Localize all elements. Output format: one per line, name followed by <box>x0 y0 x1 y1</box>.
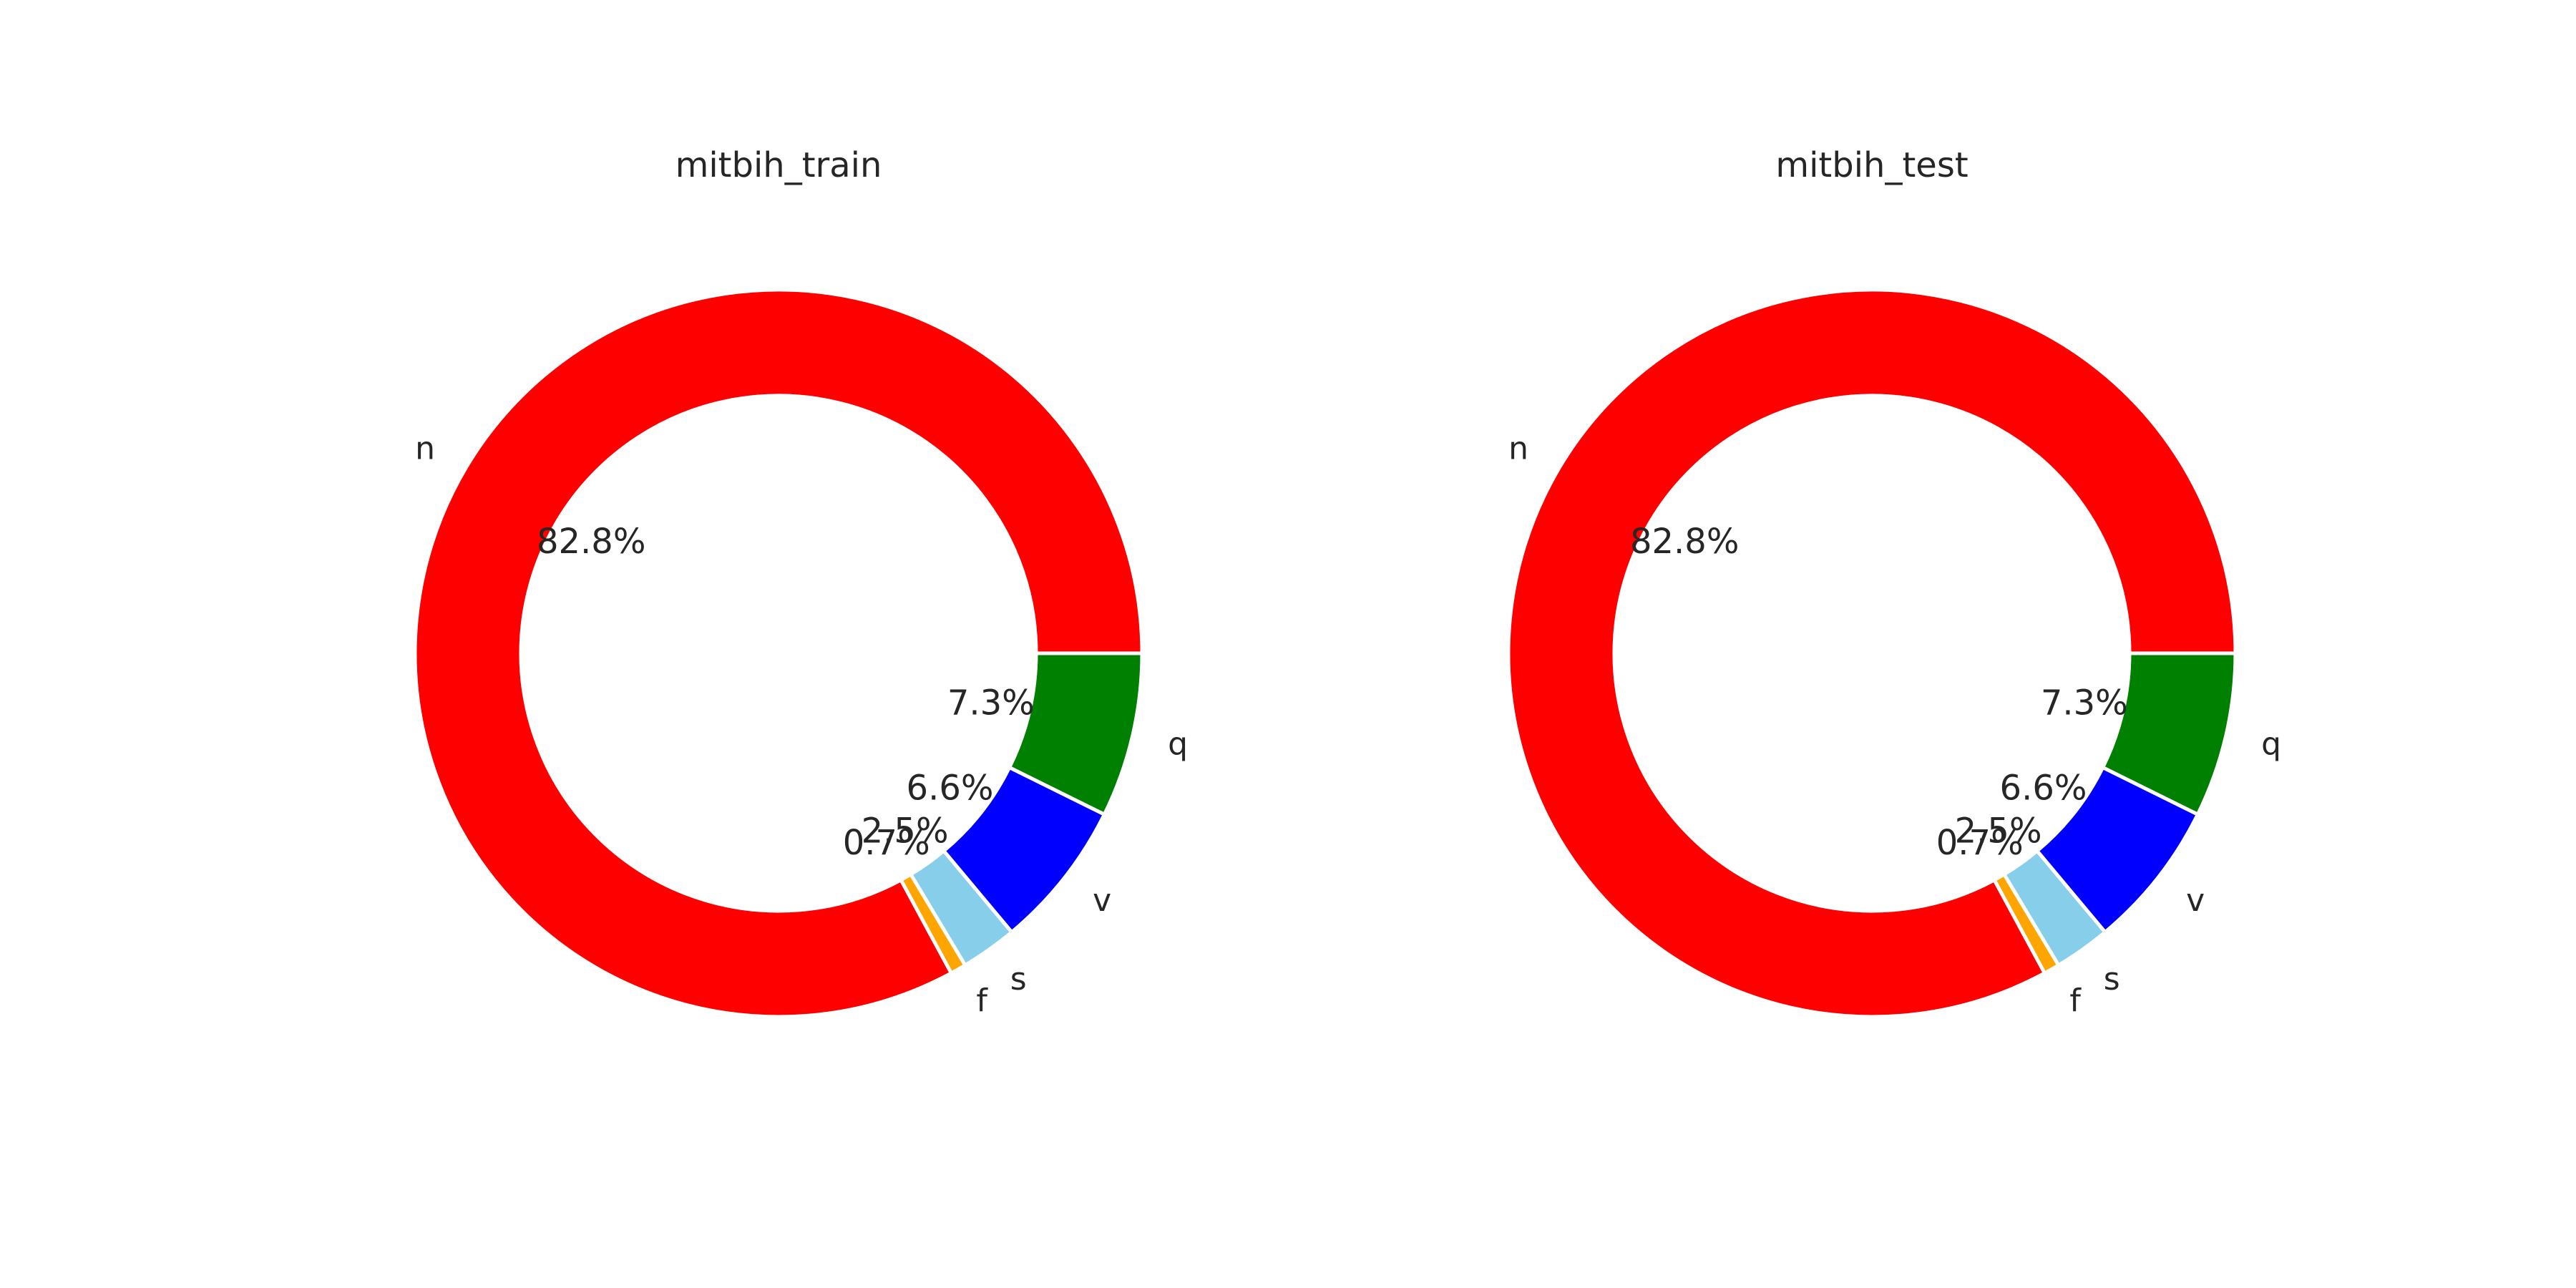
slice-label-v: v <box>2186 882 2205 919</box>
slice-label-s: s <box>1010 961 1027 997</box>
slice-label-q: q <box>2261 726 2281 763</box>
chart-title: mitbih_train <box>675 145 882 185</box>
pct-label-v: 6.6% <box>2000 768 2087 808</box>
pct-label-s: 2.5% <box>862 811 949 851</box>
pct-label-q: 7.3% <box>2041 683 2128 723</box>
slice-label-q: q <box>1168 726 1188 763</box>
pct-label-v: 6.6% <box>907 768 994 808</box>
pct-label-n: 82.8% <box>1630 522 1739 562</box>
slice-q <box>1007 651 1144 817</box>
slice-label-v: v <box>1093 882 1111 919</box>
slice-label-f: f <box>2069 982 2082 1019</box>
pct-label-s: 2.5% <box>1955 811 2042 851</box>
pct-label-n: 82.8% <box>537 522 645 562</box>
pct-label-f: 0.7% <box>843 823 930 863</box>
slice-label-s: s <box>2104 961 2120 997</box>
pct-label-q: 7.3% <box>947 683 1035 723</box>
slice-label-n: n <box>1508 430 1528 467</box>
slice-n <box>413 288 1144 1019</box>
chart-title: mitbih_test <box>1775 145 1968 185</box>
pct-label-f: 0.7% <box>1936 823 2024 863</box>
slice-label-f: f <box>976 982 988 1019</box>
slice-label-n: n <box>415 430 435 467</box>
slice-n <box>1506 288 2238 1019</box>
slice-q <box>2100 651 2238 817</box>
